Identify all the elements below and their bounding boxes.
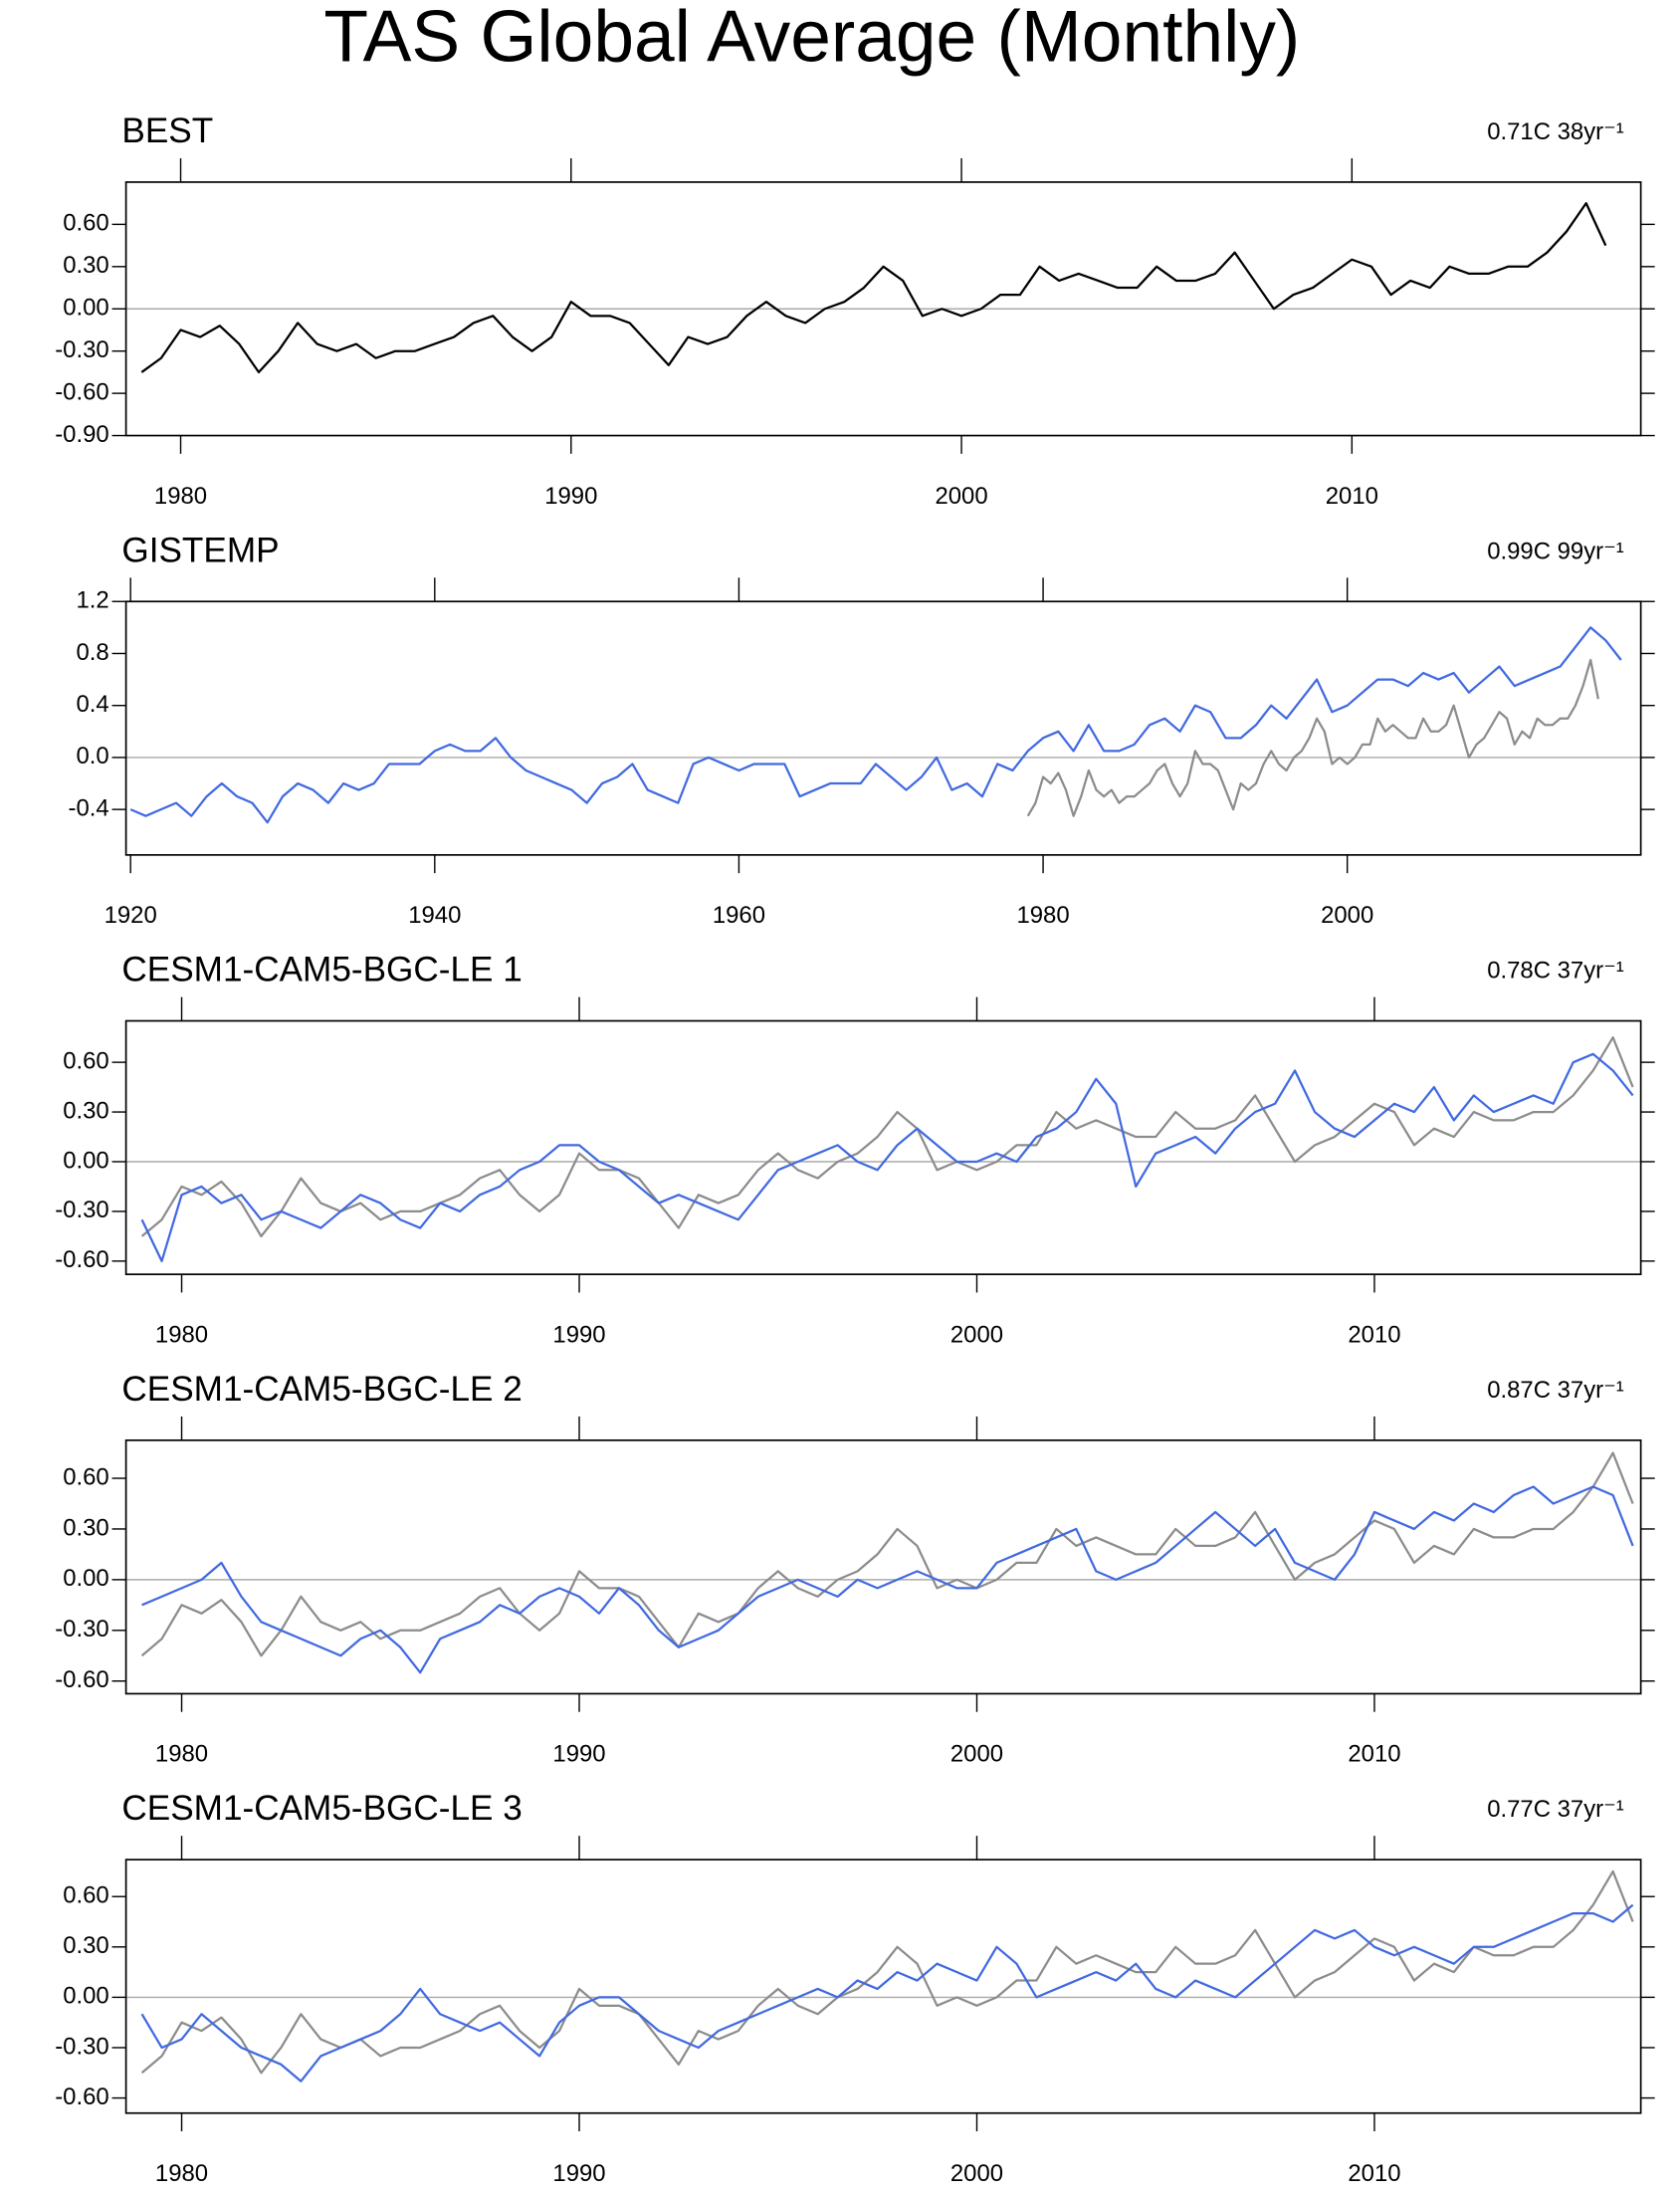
y-tick-label: -0.30 [55,2033,109,2060]
panel-annotation: 0.87C 37yr⁻¹ [1487,1377,1624,1404]
panel-title: CESM1-CAM5-BGC-LE 2 [121,1370,522,1409]
panel: CESM1-CAM5-BGC-LE 2 0.87C 37yr⁻¹ 0.60 0.30 0… [55,1370,1655,1768]
y-tick-label: -0.30 [55,1197,109,1223]
x-tick-label: 2010 [1348,1321,1400,1348]
series-line [140,1036,1634,1237]
panel: GISTEMP 0.99C 99yr⁻¹ 1.2 0.8 0.4 0.0 -0.4 1920 1… [69,531,1655,929]
y-tick-label: -0.4 [69,794,109,821]
y-tick-label: -0.60 [55,1246,109,1273]
x-tick-label: 1990 [552,2160,605,2187]
y-tick-label: 0.60 [63,1463,109,1490]
y-tick-label: 0.00 [63,1983,109,2010]
series-line [141,1485,1634,1674]
figure-title: TAS Global Average (Monthly) [323,0,1300,78]
panel: CESM1-CAM5-BGC-LE 3 0.77C 37yr⁻¹ 0.60 0.30 0… [55,1789,1655,2187]
series-line [140,1052,1634,1262]
y-tick-label: 0.00 [63,295,109,322]
panel-title: BEST [121,111,213,150]
panel-annotation: 0.77C 37yr⁻¹ [1487,1796,1624,1823]
y-tick-label: 0.30 [63,1932,109,1959]
x-tick-label: 2010 [1348,1741,1400,1768]
x-tick-label: 1980 [1016,902,1069,929]
y-tick-label: 0.60 [63,1882,109,1909]
x-tick-label: 2000 [1321,902,1373,929]
panel: CESM1-CAM5-BGC-LE 1 0.78C 37yr⁻¹ 0.60 0.30 0… [55,951,1655,1348]
series-line [129,626,1622,824]
y-tick-label: -0.30 [55,336,109,363]
x-tick-label: 1980 [155,1321,208,1348]
x-tick-label: 1980 [155,1741,208,1768]
y-tick-label: 0.60 [63,1047,109,1074]
y-tick-label: 1.2 [76,587,108,614]
x-tick-label: 2000 [950,1741,1003,1768]
series-line [140,1869,1634,2075]
panel-title: GISTEMP [121,531,279,569]
plot-frame [124,1859,1642,2114]
x-tick-label: 2000 [950,1321,1003,1348]
series-line [140,1451,1634,1657]
series-line [140,1903,1634,2083]
y-tick-label: -0.60 [55,2083,109,2110]
y-tick-label: 0.30 [63,1514,109,1541]
x-tick-label: 1990 [552,1741,605,1768]
plot-frame [124,600,1642,856]
plot-frame [124,1438,1642,1695]
x-tick-label: 2010 [1326,483,1378,510]
x-tick-label: 1920 [105,902,157,929]
y-tick-label: 0.00 [63,1147,109,1174]
y-tick-label: 0.4 [76,691,108,718]
y-tick-label: 0.00 [63,1565,109,1592]
y-tick-label: -0.90 [55,421,109,448]
plot-frame [124,1019,1642,1275]
y-tick-label: -0.60 [55,378,109,405]
x-tick-label: 1940 [408,902,461,929]
panel-annotation: 0.78C 37yr⁻¹ [1487,958,1624,985]
x-tick-label: 2000 [950,2160,1003,2187]
x-tick-label: 1980 [154,483,207,510]
plot-frame [124,181,1642,437]
panel-title: CESM1-CAM5-BGC-LE 1 [121,951,522,989]
x-tick-label: 1980 [155,2160,208,2187]
panel-annotation: 0.99C 99yr⁻¹ [1487,538,1624,564]
y-tick-label: 0.30 [63,252,109,279]
y-tick-label: -0.60 [55,1666,109,1693]
panel-title: CESM1-CAM5-BGC-LE 3 [121,1789,522,1828]
y-tick-label: 0.60 [63,210,109,237]
series-line [140,202,1607,374]
x-tick-label: 2000 [935,483,987,510]
y-tick-label: 0.8 [76,639,108,666]
x-tick-label: 1960 [713,902,765,929]
panel: BEST 0.71C 38yr⁻¹ 0.60 0.30 0.00 -0.30 -0.60 -0… [55,111,1655,510]
y-tick-label: -0.30 [55,1616,109,1643]
y-tick-label: 0.0 [76,743,108,769]
x-tick-label: 1990 [544,483,597,510]
series-line [1026,658,1599,817]
x-tick-label: 1990 [552,1321,605,1348]
panel-annotation: 0.71C 38yr⁻¹ [1487,118,1624,145]
x-tick-label: 2010 [1348,2160,1400,2187]
y-tick-label: 0.30 [63,1097,109,1124]
